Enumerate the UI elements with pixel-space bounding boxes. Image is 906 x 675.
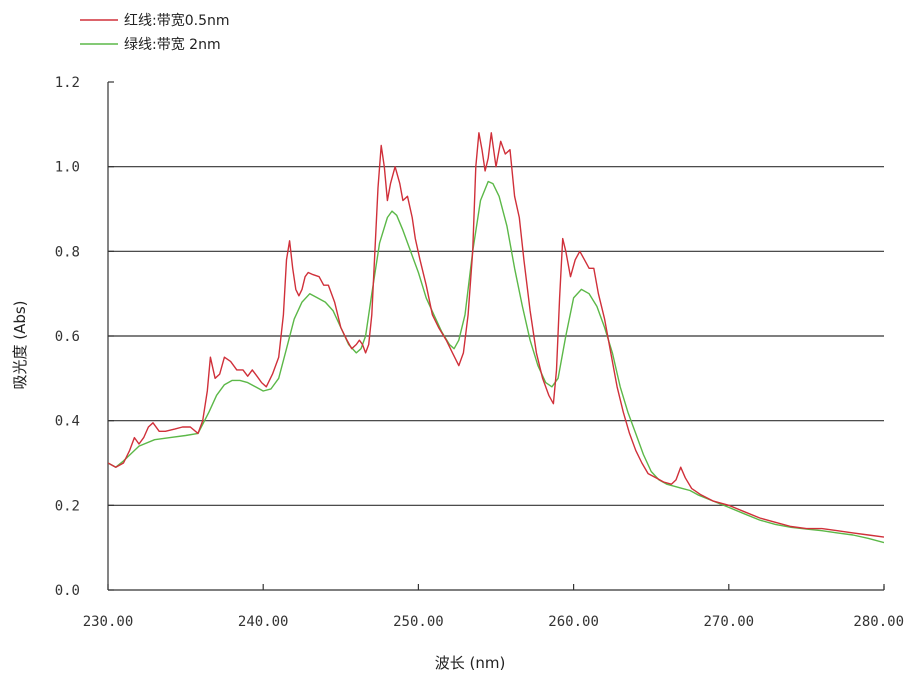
series-line-1 (108, 180, 884, 544)
y-tick-label-5: 1.0 (55, 160, 80, 176)
y-tick-label-0: 0.0 (55, 583, 80, 599)
x-tick-label-2: 250.00 (393, 614, 444, 630)
axes (107, 81, 885, 591)
series-lines (108, 132, 884, 544)
y-tick-label-1: 0.2 (55, 498, 80, 514)
legend: 红线:带宽0.5nm 绿线:带宽 2nm (80, 12, 230, 53)
x-tick-label-3: 260.00 (548, 614, 599, 630)
series-line-0 (108, 132, 884, 538)
y-tick-label-6: 1.2 (55, 75, 80, 91)
legend-label-1: 绿线:带宽 2nm (124, 36, 221, 53)
x-tick-label-1: 240.00 (238, 614, 289, 630)
legend-label-0: 红线:带宽0.5nm (124, 12, 230, 29)
y-tick-label-4: 0.8 (55, 244, 80, 260)
tick-labels: 230.00 240.00 250.00 260.00 270.00 280.00 0.0 0… (55, 75, 904, 630)
grid-lines (108, 166, 884, 506)
x-tick-label-5: 280.00 (853, 614, 904, 630)
x-tick-label-0: 230.00 (83, 614, 134, 630)
y-tick-label-3: 0.6 (55, 329, 80, 345)
x-axis-label: 波长 (nm) (435, 654, 506, 672)
y-axis-label: 吸光度 (Abs) (11, 300, 29, 389)
y-tick-label-2: 0.4 (55, 414, 80, 430)
x-tick-label-4: 270.00 (704, 614, 755, 630)
